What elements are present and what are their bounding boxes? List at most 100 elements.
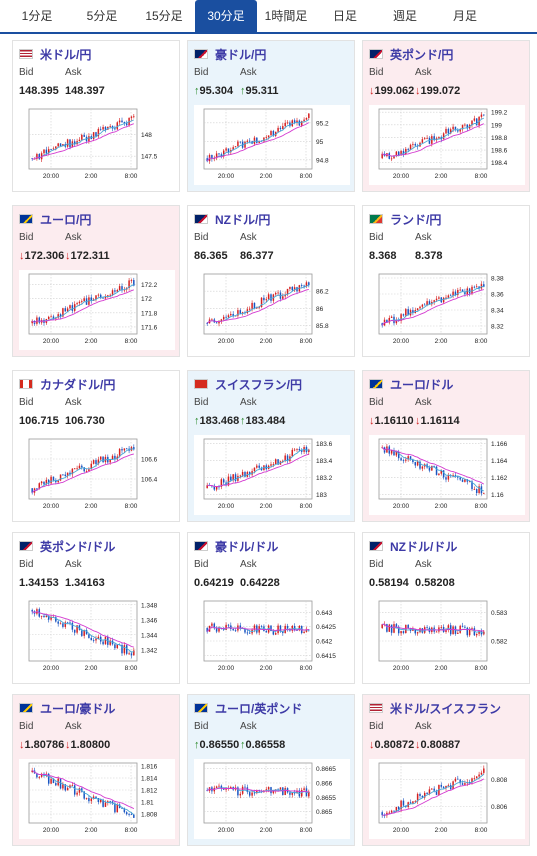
rate-card[interactable]: 英ポンド/円 Bid Ask ↓199.062 ↓199.072 199.2 199 198.… [362,40,530,192]
x-tick-label: 20:00 [393,503,410,510]
candle-body [303,285,305,287]
pair-title[interactable]: 米ドル/スイスフラン [369,699,501,717]
pair-name[interactable]: NZドル/ドル [390,539,458,554]
candle-body [73,468,76,470]
tab-5[interactable]: 日足 [332,9,357,23]
pair-title[interactable]: NZドル/ドル [369,537,457,555]
candle-body [305,447,308,452]
pair-title[interactable]: 豪ドル/円 [194,45,266,63]
tab-0[interactable]: 1分足 [21,9,53,23]
candle-body [43,149,45,154]
mini-candle-chart[interactable]: 0.643 0.6425 0.642 0.6415 20:00 2:00 8:00 [194,597,350,677]
rate-card[interactable]: NZドル/円 Bid Ask 86.365 86.377 86.2 86 85.8 20:00 2… [187,205,355,357]
tab-2[interactable]: 15分足 [145,9,183,23]
rate-card[interactable]: 豪ドル/円 Bid Ask ↑95.304 ↑95.311 95.2 95 94.8 20:00… [187,40,355,192]
rate-card[interactable]: カナダドル/円 Bid Ask 106.715 106.730 106.6 106.4 20:… [12,370,180,522]
mini-candle-chart[interactable]: 148 147.5 20:00 2:00 8:00 [19,105,175,185]
pair-name[interactable]: 英ポンド/円 [390,47,454,62]
pair-title[interactable]: ユーロ/英ポンド [194,699,302,717]
pair-title[interactable]: カナダドル/円 [19,375,115,393]
candle-body [81,629,83,636]
mini-candle-chart[interactable]: 0.583 0.582 20:00 2:00 8:00 [369,597,525,677]
candle-body [246,140,249,142]
mini-candle-chart[interactable]: 1.348 1.346 1.344 1.342 20:00 2:00 8:00 [19,597,175,677]
candle-body [433,300,435,302]
rate-card[interactable]: ユーロ/豪ドル Bid Ask ↓1.80786 ↓1.80800 1.816 1.814 1… [12,694,180,846]
tab-1[interactable]: 5分足 [86,9,118,23]
mini-candle-chart[interactable]: 8.38 8.36 8.34 8.32 20:00 2:00 8:00 [369,270,525,350]
pair-title[interactable]: 英ポンド/ドル [19,537,115,555]
candle-body [272,631,275,635]
pair-name[interactable]: ユーロ/円 [40,212,92,227]
bid-label: Bid [194,232,209,243]
rate-card[interactable]: スイスフラン/円 Bid Ask ↑183.468 ↑183.484 183.6 183.4… [187,370,355,522]
candle-body [475,633,478,636]
rate-card[interactable]: ユーロ/円 Bid Ask ↓172.306 ↓172.311 172.2 172 171.8… [12,205,180,357]
tab-6[interactable]: 週足 [392,9,417,23]
mini-candle-chart[interactable]: 183.6 183.4 183.2 183 20:00 2:00 8:00 [194,435,350,515]
pair-name[interactable]: スイスフラン/円 [215,377,302,392]
y-tick-label: 0.8655 [316,795,336,802]
candle-body [222,788,225,790]
pair-name[interactable]: ユーロ/豪ドル [40,701,116,716]
ask-value-text: 106.730 [65,415,105,427]
tab-4[interactable]: 1時間足 [264,9,308,23]
candle-body [440,626,443,628]
mini-candle-chart[interactable]: 95.2 95 94.8 20:00 2:00 8:00 [194,105,350,185]
pair-name[interactable]: 豪ドル/円 [215,47,267,62]
rate-card[interactable]: ランド/円 Bid Ask 8.368 8.378 8.38 8.36 8.34 8.32 20:… [362,205,530,357]
mini-candle-chart[interactable]: 86.2 86 85.8 20:00 2:00 8:00 [194,270,350,350]
mini-candle-chart[interactable]: 0.808 0.806 20:00 2:00 8:00 [369,759,525,839]
pair-name[interactable]: NZドル/円 [215,212,271,227]
pair-title[interactable]: ランド/円 [369,210,441,228]
candle-body [71,785,74,787]
x-tick-label: 8:00 [300,503,313,510]
mini-candle-chart[interactable]: 199.2 199 198.8 198.6 198.4 20:00 2:00 8:00 [369,105,525,185]
pair-title[interactable]: スイスフラン/円 [194,375,302,393]
candle-body [227,315,230,318]
rate-card[interactable]: 英ポンド/ドル Bid Ask 1.34153 1.34163 1.348 1.346 1.3… [12,532,180,684]
arrow-up-icon: ↑ [194,415,200,427]
rate-card[interactable]: NZドル/ドル Bid Ask 0.58194 0.58208 0.583 0.582 20:… [362,532,530,684]
pair-name[interactable]: ユーロ/英ポンド [215,701,303,716]
pair-title[interactable]: 豪ドル/ドル [194,537,278,555]
pair-title[interactable]: ユーロ/円 [19,210,91,228]
pair-title[interactable]: ユーロ/ドル [369,375,453,393]
mini-candle-chart[interactable]: 172.2 172 171.8 171.6 20:00 2:00 8:00 [19,270,175,350]
pair-name[interactable]: 米ドル/スイスフラン [390,701,501,716]
mini-candle-chart[interactable]: 0.8665 0.866 0.8655 0.865 20:00 2:00 8:00 [194,759,350,839]
rate-card[interactable]: ユーロ/英ポンド Bid Ask ↑0.86550 ↑0.86558 0.8665 0.86… [187,694,355,846]
mini-candle-chart[interactable]: 1.166 1.164 1.162 1.16 20:00 2:00 8:00 [369,435,525,515]
tab-3[interactable]: 30分足 [195,0,257,32]
y-tick-label: 172.2 [141,282,158,289]
candle-body [253,302,256,309]
candle-body [234,474,237,481]
pair-title[interactable]: NZドル/円 [194,210,270,228]
pair-title[interactable]: 英ポンド/円 [369,45,453,63]
pair-title[interactable]: 米ドル/円 [19,45,91,63]
candle-body [90,463,93,470]
bid-label: Bid [369,559,384,570]
chart-svg: 148 147.5 20:00 2:00 8:00 [28,108,158,180]
candle-body [59,474,62,481]
pair-name[interactable]: 米ドル/円 [40,47,92,62]
pair-name[interactable]: ランド/円 [390,212,442,227]
mini-candle-chart[interactable]: 1.816 1.814 1.812 1.81 1.808 20:00 2:00 8:00 [19,759,175,839]
pair-name[interactable]: 豪ドル/ドル [215,539,279,554]
pair-name[interactable]: 英ポンド/ドル [40,539,116,554]
pair-name[interactable]: ユーロ/ドル [390,377,454,392]
mini-candle-chart[interactable]: 106.6 106.4 20:00 2:00 8:00 [19,435,175,515]
rate-card[interactable]: 米ドル/スイスフラン Bid Ask ↓0.80872 ↓0.80887 0.808 0.8… [362,694,530,846]
x-tick-label: 2:00 [85,173,98,180]
candle-body [211,154,213,159]
rate-card[interactable]: 豪ドル/ドル Bid Ask 0.64219 0.64228 0.643 0.6425 0.6… [187,532,355,684]
candle-body [97,459,100,465]
candle-body [263,137,265,142]
candle-body [95,295,97,300]
rate-card[interactable]: 米ドル/円 Bid Ask 148.395 148.397 148 147.5 20:00 2:… [12,40,180,192]
pair-title[interactable]: ユーロ/豪ドル [19,699,115,717]
pair-name[interactable]: カナダドル/円 [40,377,116,392]
rate-card[interactable]: ユーロ/ドル Bid Ask ↓1.16110 ↓1.16114 1.166 1.164 1.… [362,370,530,522]
y-tick-label: 0.808 [491,777,508,784]
tab-7[interactable]: 月足 [452,9,477,23]
